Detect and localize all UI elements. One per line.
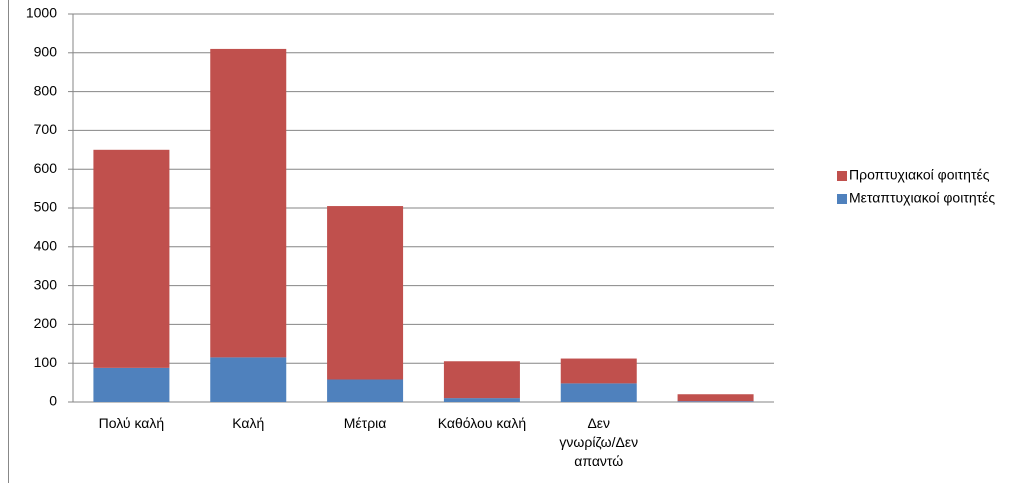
- bar-segment: [443, 361, 520, 399]
- y-tick-label: 300: [34, 276, 58, 292]
- bar-segment: [210, 357, 287, 402]
- y-tick-label: 700: [34, 121, 58, 137]
- legend-swatch: [837, 171, 847, 181]
- bar-segment: [560, 358, 637, 384]
- x-tick-label: Δεν γνωρίζω/Δεν απαντώ: [559, 415, 638, 469]
- y-tick-label: 1000: [26, 5, 57, 21]
- y-tick-label: 100: [34, 354, 58, 370]
- bar-segment: [443, 398, 520, 402]
- bar-segment: [93, 367, 170, 402]
- y-tick-label: 800: [34, 82, 58, 98]
- y-tick-label: 900: [34, 44, 58, 60]
- x-tick-label: Καλή: [232, 415, 264, 431]
- bar-segment: [93, 149, 170, 368]
- y-tick-label: 0: [49, 393, 57, 409]
- legend-swatch: [837, 194, 847, 204]
- bar-segment: [327, 379, 404, 402]
- bar-segment: [560, 383, 637, 402]
- legend-label: Προπτυχιακοί φοιτητές: [849, 167, 990, 183]
- y-tick-label: 600: [34, 160, 58, 176]
- y-tick-label: 500: [34, 199, 58, 215]
- bar-segment: [677, 394, 754, 402]
- bar-segment: [210, 48, 287, 358]
- y-tick-label: 200: [34, 315, 58, 331]
- y-tick-label: 400: [34, 238, 58, 254]
- bar-segment: [677, 401, 754, 402]
- legend-label: Μεταπτυχιακοί φοιτητές: [849, 190, 995, 206]
- bar-segment: [327, 206, 404, 380]
- x-tick-label: Καθόλου καλή: [438, 415, 526, 431]
- x-tick-label: Πολύ καλή: [99, 415, 165, 431]
- x-tick-label: Μέτρια: [344, 415, 387, 431]
